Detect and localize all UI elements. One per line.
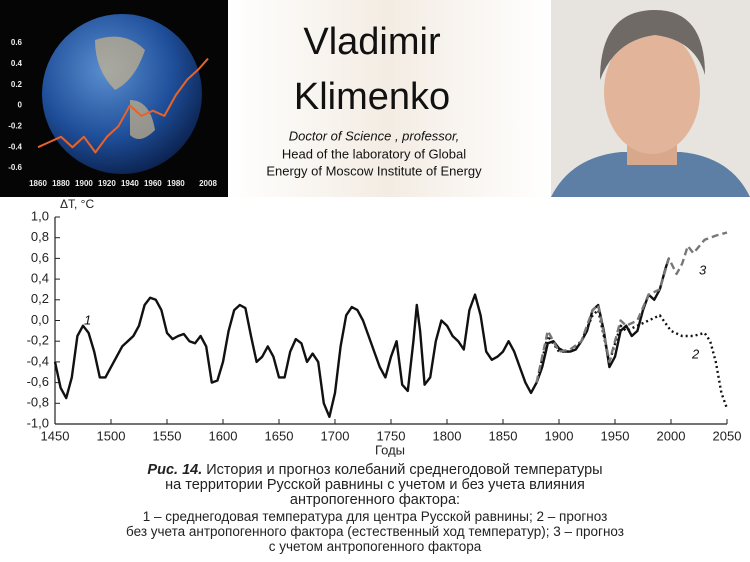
y-axis-label: ΔT, °C	[60, 197, 94, 211]
x-tick-label: 1700	[321, 428, 350, 443]
x-tick-label: 2050	[713, 428, 742, 443]
figure-label: Рис. 14.	[147, 462, 203, 478]
data-line	[535, 308, 729, 409]
y-tick-label: 0,6	[31, 250, 49, 265]
portrait-face	[604, 30, 700, 154]
person-title: Energy of Moscow Institute of Energy	[266, 163, 482, 178]
y-tick-label: -0.6	[8, 163, 22, 172]
y-tick-label: 0.4	[11, 59, 23, 68]
y-tick-label: -0,8	[27, 395, 49, 410]
series-label: 3	[699, 262, 707, 277]
person-name: Klimenko	[294, 76, 450, 118]
caption-line: без учета антропогенного фактора (естест…	[126, 524, 624, 539]
earth-image	[42, 14, 202, 174]
portrait	[551, 0, 750, 197]
caption-line: антропогенного фактора:	[289, 492, 461, 508]
person-title: Head of the laboratory of Global	[282, 146, 466, 161]
data-line	[37, 57, 209, 154]
portrait-hair	[600, 10, 705, 80]
x-tick-label: 1880	[52, 179, 70, 188]
y-tick-label: 1,0	[31, 208, 49, 223]
y-tick-label: 0,2	[31, 291, 49, 306]
caption-line: на территории Русской равнины с учетом и…	[165, 477, 585, 493]
x-tick-label: 1450	[41, 428, 70, 443]
y-tick-label: -0,2	[27, 333, 49, 348]
caption-line: с учетом антропогенного фактора	[268, 539, 482, 554]
x-tick-label: 1950	[601, 428, 630, 443]
caption-line: 1 – среднегодовая температура для центра…	[142, 509, 608, 524]
caption-line: Рис. 14. История и прогноз колебаний сре…	[0, 463, 750, 478]
y-tick-label: 0,8	[31, 229, 49, 244]
x-tick-label: 1940	[121, 179, 139, 188]
x-axis-label: Годы	[375, 442, 405, 457]
caption-text: История и прогноз колебаний среднегодово…	[202, 462, 603, 478]
x-tick-label: 1900	[545, 428, 574, 443]
y-tick-label: -0,4	[27, 353, 49, 368]
y-tick-label: -1,0	[27, 415, 49, 430]
x-tick-label: 1980	[167, 179, 185, 188]
y-tick-label: 0.6	[11, 38, 23, 47]
x-tick-label: 1550	[153, 428, 182, 443]
person-title: Doctor of Science , professor,	[289, 128, 460, 143]
x-tick-label: 1900	[75, 179, 93, 188]
y-tick-label: 0,0	[31, 312, 49, 327]
x-tick-label: 1850	[489, 428, 518, 443]
y-tick-label: 0.2	[11, 80, 23, 89]
x-tick-label: 2000	[657, 428, 686, 443]
x-tick-label: 2008	[199, 179, 217, 188]
y-tick-label: -0.2	[8, 121, 22, 130]
header-background	[228, 0, 550, 197]
x-tick-label: 1960	[144, 179, 162, 188]
x-tick-label: 1650	[265, 428, 294, 443]
x-tick-label: 1750	[377, 428, 406, 443]
y-tick-label: -0.4	[8, 142, 22, 151]
y-tick-label: 0,4	[31, 271, 49, 286]
data-line	[535, 231, 728, 383]
x-tick-label: 1600	[209, 428, 238, 443]
y-tick-label: 0	[18, 101, 23, 110]
y-tick-label: -0,6	[27, 374, 49, 389]
x-tick-label: 1860	[29, 179, 47, 188]
x-tick-label: 1500	[97, 428, 126, 443]
series-label: 1	[84, 312, 91, 327]
person-name: Vladimir	[303, 21, 441, 63]
series-label: 2	[691, 346, 700, 361]
data-line	[53, 258, 670, 418]
x-tick-label: 1800	[433, 428, 462, 443]
x-tick-label: 1920	[98, 179, 116, 188]
portrait-shirt	[551, 152, 750, 197]
